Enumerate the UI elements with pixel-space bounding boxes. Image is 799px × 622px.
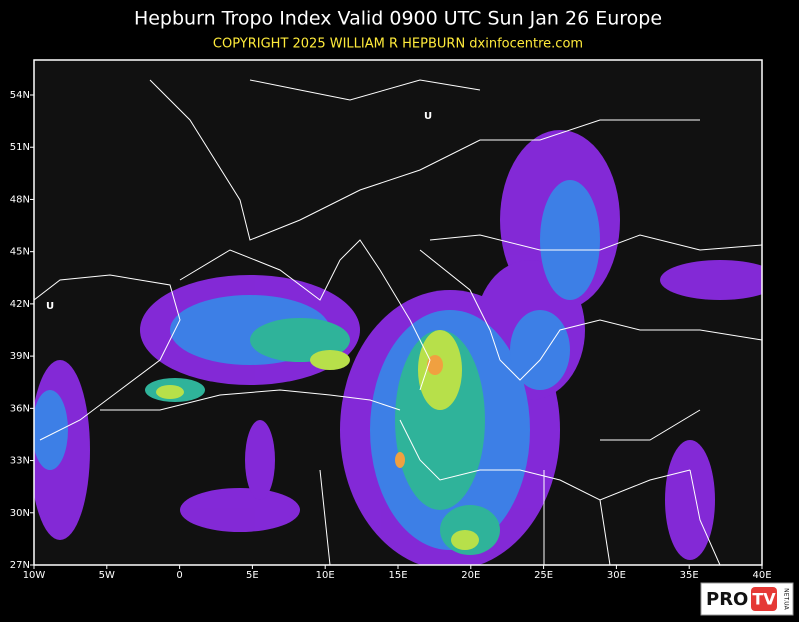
lon-tick-label: 0: [176, 570, 182, 581]
lon-tick-label: 5W: [99, 570, 115, 581]
lat-tick-label: 39N: [10, 351, 30, 362]
lat-tick-label: 51N: [10, 142, 30, 153]
logo: PRO TV NET.UA: [700, 582, 794, 616]
logo-domain: NET.UA: [783, 588, 790, 611]
logo-badge-box: [751, 587, 777, 611]
lat-tick-label: 27N: [10, 560, 30, 571]
title: Hepburn Tropo Index Valid 0900 UTC Sun J…: [134, 8, 662, 30]
lat-tick-label: 54N: [10, 90, 30, 101]
lat-tick-label: 33N: [10, 456, 30, 467]
lon-tick-label: 30E: [607, 570, 626, 581]
copyright: COPYRIGHT 2025 WILLIAM R HEPBURN dxinfoc…: [213, 37, 583, 52]
lat-tick-label: 45N: [10, 247, 30, 258]
lat-tick-label: 42N: [10, 299, 30, 310]
lon-tick-label: 5E: [246, 570, 259, 581]
coastlines: [34, 79, 762, 565]
lon-tick-label: 15E: [388, 570, 407, 581]
lat-tick-label: 30N: [10, 508, 30, 519]
lon-tick-label: 10E: [316, 570, 335, 581]
lon-tick-label: 35E: [680, 570, 699, 581]
lat-tick-label: 48N: [10, 194, 30, 205]
lon-tick-label: 10W: [23, 570, 46, 581]
lon-tick-label: 20E: [461, 570, 480, 581]
lat-tick-label: 36N: [10, 403, 30, 414]
lon-tick-label: 25E: [534, 570, 553, 581]
map-area: U U: [33, 59, 763, 566]
lon-tick-label: 40E: [752, 570, 771, 581]
logo-box: [700, 582, 794, 616]
tropo-field: [34, 79, 762, 565]
marker: U: [46, 301, 54, 312]
logo-brand: PRO: [706, 589, 748, 610]
logo-badge: TV: [752, 590, 776, 609]
marker: U: [424, 111, 432, 122]
